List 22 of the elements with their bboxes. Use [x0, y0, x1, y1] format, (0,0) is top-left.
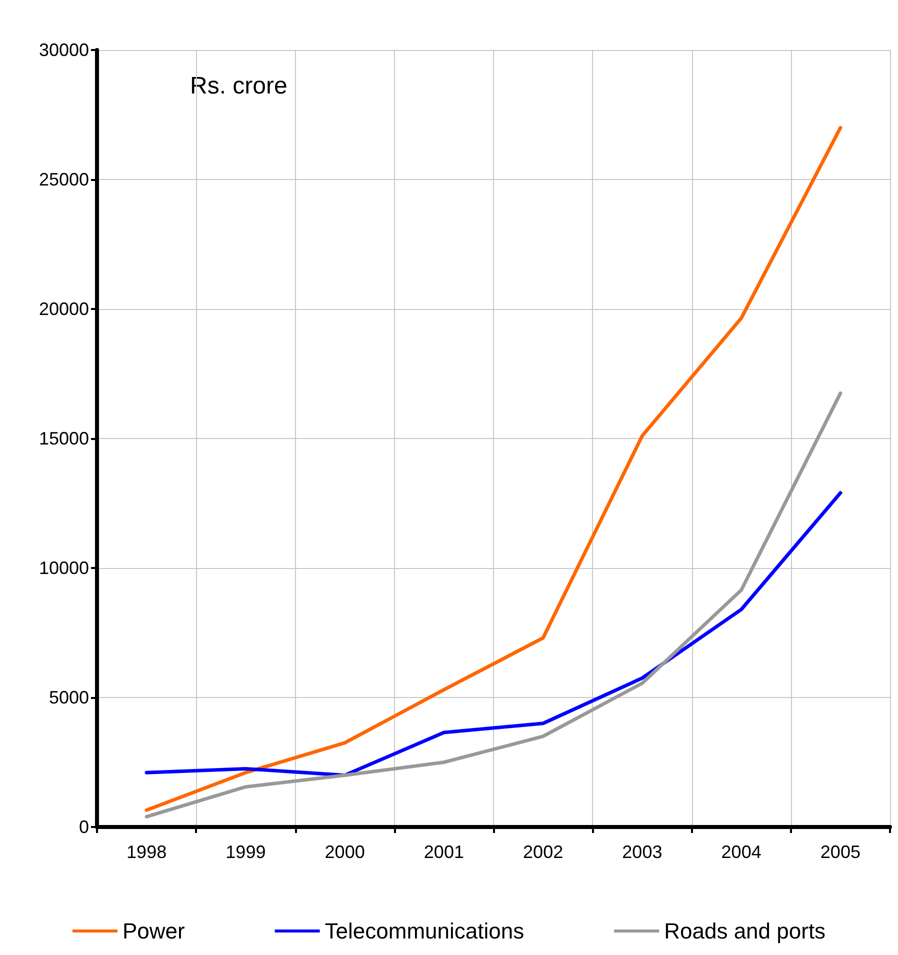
line-series	[144, 491, 842, 777]
y-tick-label: 15000	[38, 428, 89, 448]
x-tick-label: 2001	[424, 842, 464, 862]
line-series	[144, 126, 842, 812]
y-axis-title: Rs. crore	[190, 72, 288, 100]
y-tick-label: 10000	[38, 558, 89, 578]
x-tick-label: 2002	[523, 842, 564, 862]
y-tick-label: 30000	[38, 40, 89, 60]
x-tick-label: 2000	[324, 842, 365, 862]
x-tick-label: 1998	[126, 842, 167, 862]
y-tick-label: 25000	[38, 170, 89, 190]
y-tick-label: 20000	[38, 299, 89, 319]
x-tick-label: 2003	[622, 842, 662, 862]
line-series	[144, 391, 842, 818]
legend-label: Power	[122, 918, 185, 944]
legend-label: Telecommunications	[324, 918, 524, 944]
y-tick-label: 0	[78, 817, 89, 837]
legend-label: Roads and ports	[664, 918, 826, 944]
x-tick-label: 2005	[820, 842, 860, 862]
x-tick-label: 2004	[721, 842, 762, 862]
y-tick-label: 5000	[48, 688, 89, 708]
x-tick-label: 1999	[226, 842, 266, 862]
